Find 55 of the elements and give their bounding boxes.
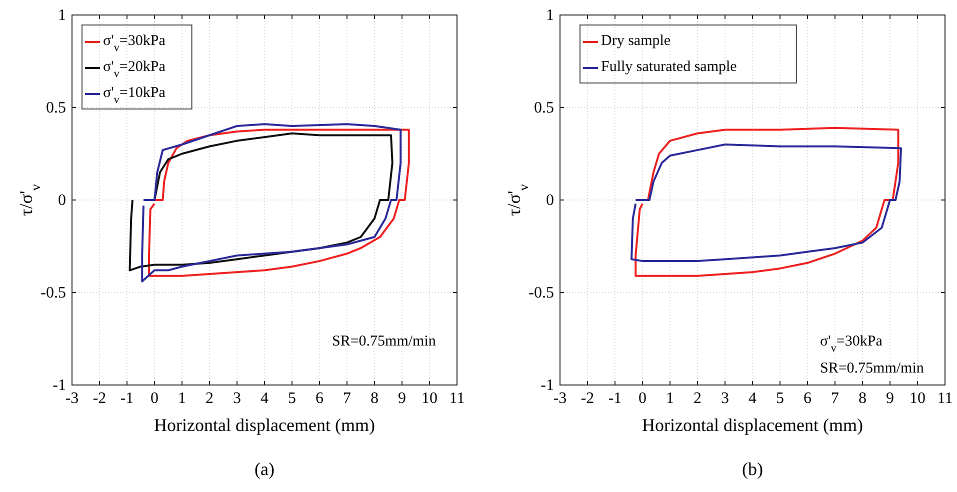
x-tick-label: 6 (804, 390, 812, 407)
y-tick-label: 1 (546, 7, 554, 24)
x-tick-label: 0 (150, 390, 158, 407)
x-tick-label: 11 (449, 390, 465, 407)
y-tick-label: -0.5 (40, 284, 66, 302)
x-tick-label: 2 (694, 390, 702, 407)
annotation: SR=0.75mm/min (820, 360, 924, 376)
y-tick-label: 0 (546, 192, 554, 209)
x-tick-label: 1 (178, 390, 186, 407)
x-tick-label: 0 (638, 390, 646, 407)
line-series (128, 132, 394, 272)
legend-label: σ'$_{v}$=20kPa (103, 59, 166, 80)
y-tick-label: -1 (540, 377, 554, 394)
x-axis-title: Horizontal displacement (mm) (642, 415, 863, 435)
x-tick-label: 4 (260, 390, 268, 407)
x-tick-label: 10 (910, 390, 926, 407)
x-tick-label: -3 (553, 390, 567, 407)
line-series (634, 126, 900, 277)
x-tick-label: 3 (721, 390, 729, 407)
y-tick-label: 0.5 (46, 100, 66, 116)
x-tick-label: -2 (92, 390, 106, 407)
x-tick-label: 8 (370, 390, 378, 407)
line-series (630, 144, 902, 262)
x-tick-label: 8 (858, 390, 866, 407)
text: (a) (254, 459, 274, 479)
x-tick-label: 7 (831, 390, 839, 407)
legend-label: Dry sample (601, 33, 671, 49)
x-tick-label: -2 (580, 390, 594, 407)
x-tick-label: -1 (120, 390, 134, 407)
x-tick-label: 9 (398, 390, 406, 407)
x-tick-label: 6 (316, 390, 324, 407)
x-tick-label: 5 (776, 390, 784, 407)
x-tick-label: 1 (666, 390, 674, 407)
x-tick-label: 4 (748, 390, 756, 407)
x-tick-label: -1 (608, 390, 622, 407)
y-tick-label: 0 (58, 192, 66, 209)
annotation: SR=0.75mm/min (332, 334, 436, 350)
legend-label: σ'$_{v}$=30kPa (103, 33, 166, 54)
x-tick-label: 10 (422, 390, 438, 407)
x-tick-label: 9 (886, 390, 894, 407)
y-tick-label: 0.5 (534, 100, 554, 116)
legend-label: σ'$_{v}$=10kPa (103, 85, 166, 106)
x-tick-label: -3 (65, 390, 79, 407)
x-tick-label: 2 (206, 390, 214, 407)
y-tick-label: 1 (58, 7, 66, 24)
legend-label: Fully saturated sample (601, 59, 738, 75)
x-tick-label: 11 (937, 390, 953, 407)
x-tick-label: 5 (288, 390, 296, 407)
y-tick-label: -1 (52, 377, 66, 394)
x-axis-title: Horizontal displacement (mm) (154, 415, 375, 435)
annotation: σ'$_{v}$=30kPa (820, 334, 883, 354)
y-tick-label: -0.5 (528, 284, 554, 302)
x-tick-label: 7 (343, 390, 351, 407)
x-tick-label: 3 (233, 390, 241, 407)
text: (b) (742, 459, 763, 479)
